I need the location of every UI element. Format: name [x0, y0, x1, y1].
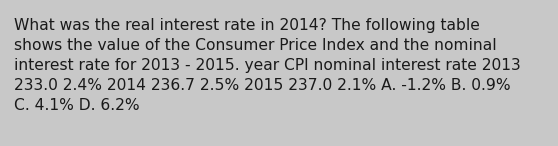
Text: What was the real interest rate in 2014? The following table
shows the value of : What was the real interest rate in 2014?… — [14, 18, 521, 113]
